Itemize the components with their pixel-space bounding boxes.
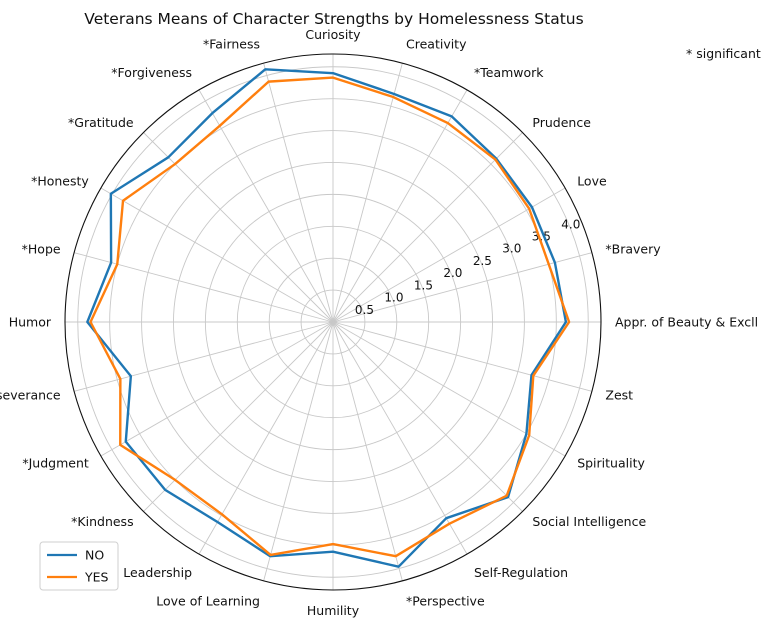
grid-spoke xyxy=(74,322,333,391)
category-label: Creativity xyxy=(406,37,467,52)
radial-tick-label: 4.0 xyxy=(561,217,580,231)
grid-spoke xyxy=(264,322,333,581)
legend-label-yes: YES xyxy=(84,570,109,585)
grid-spoke xyxy=(101,322,333,456)
category-labels: Appr. of Beauty & Excll *Bravery Love Prude… xyxy=(0,27,758,618)
legend: NO YES xyxy=(40,542,118,590)
chart-title: Veterans Means of Character Strengths by… xyxy=(84,10,583,28)
series-layer xyxy=(87,69,569,566)
category-label: *Bravery xyxy=(605,242,661,257)
radial-tick-label: 2.5 xyxy=(473,254,492,268)
grid-spoke xyxy=(101,188,333,322)
category-label: Love xyxy=(577,174,607,189)
radial-tick-label: 1.0 xyxy=(384,291,403,305)
grid-spoke xyxy=(333,63,402,322)
category-label: *Perspective xyxy=(406,593,485,608)
category-label: Curiosity xyxy=(305,27,361,42)
category-label: *Kindness xyxy=(71,514,133,529)
category-label: *Judgment xyxy=(22,456,89,471)
category-label: Zest xyxy=(605,388,633,403)
category-label: Leadership xyxy=(123,565,192,580)
category-label: *Honesty xyxy=(31,174,89,189)
category-label: Self-Regulation xyxy=(474,565,568,580)
category-label: Spirituality xyxy=(577,456,645,471)
significance-note: * significant xyxy=(686,46,761,61)
radial-tick-label: 3.0 xyxy=(502,242,521,256)
grid xyxy=(65,54,601,590)
legend-label-no: NO xyxy=(85,548,104,563)
category-label: Humility xyxy=(307,603,360,618)
category-label: *Hope xyxy=(22,242,61,257)
category-label: *Perseverance xyxy=(0,388,61,403)
category-label: Appr. of Beauty & Excll xyxy=(615,315,758,330)
radial-tick-label: 1.5 xyxy=(414,278,433,292)
category-label: Prudence xyxy=(532,115,591,130)
grid-spoke xyxy=(74,253,333,322)
radial-tick-label: 0.5 xyxy=(355,303,374,317)
grid-spoke xyxy=(333,322,402,581)
grid-spoke xyxy=(333,322,467,554)
grid-spoke xyxy=(333,322,592,391)
grid-spoke xyxy=(264,63,333,322)
category-label: Humor xyxy=(9,315,52,330)
radial-tick-label: 2.0 xyxy=(443,266,462,280)
grid-spoke xyxy=(199,90,333,322)
grid-spoke xyxy=(333,322,523,512)
category-label: *Forgiveness xyxy=(111,65,192,80)
category-label: *Gratitude xyxy=(68,115,134,130)
grid-spoke xyxy=(143,322,333,512)
grid-spoke xyxy=(333,90,467,322)
category-label: *Fairness xyxy=(203,37,260,52)
grid-spoke xyxy=(199,322,333,554)
grid-spoke xyxy=(143,132,333,322)
grid-spoke xyxy=(333,132,523,322)
category-label: Love of Learning xyxy=(156,593,260,608)
category-label: Social Intelligence xyxy=(532,514,646,529)
category-label: *Teamwork xyxy=(474,65,544,80)
radial-tick-labels: 0.51.01.52.02.53.03.54.0 xyxy=(355,217,580,316)
